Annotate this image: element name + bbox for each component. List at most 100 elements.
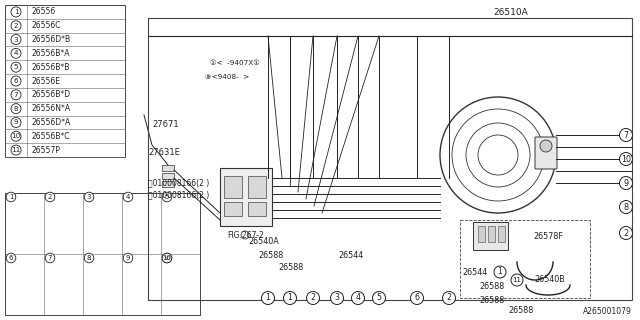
Text: A265001079: A265001079 xyxy=(583,307,632,316)
Text: 27631E: 27631E xyxy=(148,148,180,157)
Text: 1: 1 xyxy=(9,194,13,200)
Circle shape xyxy=(11,62,21,72)
Bar xyxy=(220,168,272,226)
Text: 1: 1 xyxy=(13,9,19,15)
Bar xyxy=(5,5,125,157)
Text: 10: 10 xyxy=(163,255,170,260)
Text: 26556B*B: 26556B*B xyxy=(31,63,69,72)
Circle shape xyxy=(410,292,424,305)
Text: 3: 3 xyxy=(87,194,92,200)
Circle shape xyxy=(620,177,632,189)
Circle shape xyxy=(307,292,319,305)
Text: 3: 3 xyxy=(13,36,19,43)
Text: 9: 9 xyxy=(13,119,19,125)
Circle shape xyxy=(162,253,172,263)
Text: 26588: 26588 xyxy=(479,296,504,305)
Text: 26556D*A: 26556D*A xyxy=(31,118,70,127)
Text: 10: 10 xyxy=(621,155,631,164)
Circle shape xyxy=(620,201,632,213)
Text: 26557P: 26557P xyxy=(31,146,60,155)
Circle shape xyxy=(84,192,94,202)
Circle shape xyxy=(330,292,344,305)
Text: 8: 8 xyxy=(13,106,19,112)
Text: 26588: 26588 xyxy=(479,282,504,291)
Text: 5: 5 xyxy=(13,64,19,70)
Text: 26544: 26544 xyxy=(462,268,487,277)
Text: 26540A: 26540A xyxy=(248,237,279,246)
Circle shape xyxy=(540,140,552,152)
Text: 4: 4 xyxy=(13,50,19,56)
Circle shape xyxy=(284,292,296,305)
Circle shape xyxy=(11,131,21,141)
Text: 26556C: 26556C xyxy=(31,21,61,30)
Text: 5: 5 xyxy=(376,293,381,302)
Bar xyxy=(224,202,242,216)
Text: Ⓑ010008166(2 ): Ⓑ010008166(2 ) xyxy=(148,178,209,187)
Bar xyxy=(248,176,266,198)
Text: 9: 9 xyxy=(623,179,628,188)
Circle shape xyxy=(511,274,523,286)
Circle shape xyxy=(11,7,21,17)
Text: 4: 4 xyxy=(355,293,360,302)
Text: 9: 9 xyxy=(125,255,131,261)
Text: 5: 5 xyxy=(165,194,169,200)
Text: 26510A: 26510A xyxy=(493,8,528,17)
Circle shape xyxy=(11,35,21,44)
Bar xyxy=(148,18,632,300)
Bar xyxy=(498,226,505,242)
Text: 1: 1 xyxy=(266,293,271,302)
Text: 10: 10 xyxy=(163,255,172,261)
Text: 26544: 26544 xyxy=(338,251,364,260)
Text: 6: 6 xyxy=(415,293,419,302)
Bar xyxy=(162,181,174,187)
Text: 2: 2 xyxy=(447,293,452,302)
FancyBboxPatch shape xyxy=(535,137,557,169)
Text: 2: 2 xyxy=(48,194,52,200)
Text: 26556: 26556 xyxy=(31,7,55,16)
Text: ①<  -9407X①: ①< -9407X① xyxy=(210,60,260,66)
Circle shape xyxy=(162,253,172,263)
Circle shape xyxy=(45,253,55,263)
Circle shape xyxy=(620,227,632,239)
Bar xyxy=(162,165,174,171)
Circle shape xyxy=(620,129,632,141)
Text: 2: 2 xyxy=(623,228,628,237)
Text: 2: 2 xyxy=(310,293,316,302)
Text: 10: 10 xyxy=(12,133,20,139)
Text: 26588: 26588 xyxy=(258,251,284,260)
Circle shape xyxy=(6,253,16,263)
Text: 7: 7 xyxy=(48,255,52,261)
Text: 8: 8 xyxy=(87,255,92,261)
Text: 26556B*C: 26556B*C xyxy=(31,132,70,141)
Circle shape xyxy=(11,90,21,100)
Bar xyxy=(162,173,174,179)
Text: 26588: 26588 xyxy=(508,306,533,315)
Circle shape xyxy=(124,253,133,263)
Bar xyxy=(478,226,485,242)
Bar xyxy=(473,222,508,250)
Text: 26578F: 26578F xyxy=(533,232,563,241)
Circle shape xyxy=(45,192,55,202)
Bar xyxy=(248,202,266,216)
Text: 7: 7 xyxy=(623,131,628,140)
Text: 4: 4 xyxy=(126,194,130,200)
Circle shape xyxy=(351,292,365,305)
Text: 26556E: 26556E xyxy=(31,76,60,85)
Circle shape xyxy=(124,192,133,202)
Text: 6: 6 xyxy=(13,78,19,84)
Circle shape xyxy=(372,292,385,305)
Circle shape xyxy=(84,253,94,263)
Bar xyxy=(224,176,242,198)
Circle shape xyxy=(11,76,21,86)
Text: 1: 1 xyxy=(498,268,502,276)
Text: 7: 7 xyxy=(13,92,19,98)
Text: 26540B: 26540B xyxy=(534,275,564,284)
Text: 6: 6 xyxy=(9,255,13,261)
Text: 1: 1 xyxy=(287,293,292,302)
Bar xyxy=(488,226,495,242)
Text: FIG.267-2: FIG.267-2 xyxy=(228,231,264,240)
Circle shape xyxy=(11,21,21,31)
Circle shape xyxy=(11,145,21,155)
Text: 26556B*A: 26556B*A xyxy=(31,49,70,58)
Text: 27671: 27671 xyxy=(152,120,179,129)
